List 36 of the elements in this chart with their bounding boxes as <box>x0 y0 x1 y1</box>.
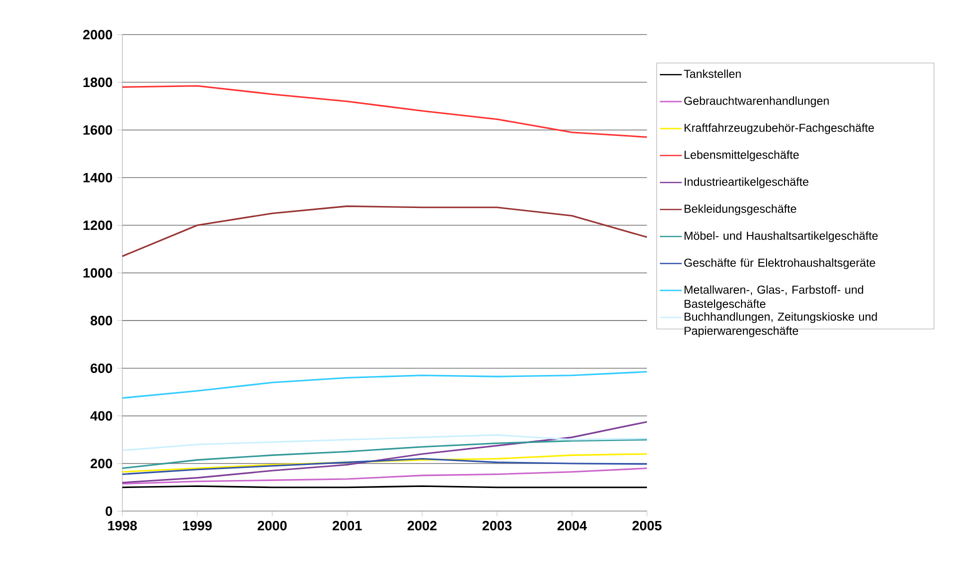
x-tick-label: 2001 <box>332 520 362 530</box>
legend-label: Industrieartikelgeschäfte <box>684 177 808 188</box>
line-series <box>122 453 648 473</box>
x-tick-label: 2003 <box>482 520 512 530</box>
x-tick-label: 2004 <box>557 520 587 530</box>
y-tick-label: 1400 <box>84 172 112 182</box>
x-tick-label: 2000 <box>258 520 287 530</box>
y-tick-label: 1200 <box>84 220 112 230</box>
legend-label: Geschäfte für Elektrohaushaltsgeräte <box>684 258 876 270</box>
y-tick-label: 1800 <box>84 77 112 88</box>
legend-label: Buchhandlungen, Zeitungskioske und Papierwarengeschäfte <box>684 312 877 338</box>
x-tick-label: 1999 <box>183 520 212 530</box>
x-tick-label: 2002 <box>408 520 437 530</box>
y-tick-label: 200 <box>90 458 112 468</box>
legend-label: Lebensmittelgeschäfte <box>684 150 799 162</box>
x-tick-label: 2005 <box>632 520 662 530</box>
y-tick-label: 1600 <box>84 125 112 135</box>
x-tick-label: 1998 <box>108 520 137 530</box>
y-tick-label: 1000 <box>84 268 112 278</box>
legend-label: Metallwaren-, Glas-, Farbstoff- und Bastelgeschäfte <box>684 285 864 310</box>
legend-label: Gebrauchtwarenhandlungen <box>684 96 829 108</box>
y-tick-label: 0 <box>106 506 112 516</box>
line-series <box>122 467 648 484</box>
legend-label: Bekleidungsgeschäfte <box>684 204 796 216</box>
line-series <box>122 370 648 399</box>
y-tick-label: 800 <box>90 316 112 326</box>
y-tick-label: 600 <box>90 363 112 373</box>
y-tick-label: 400 <box>90 411 112 421</box>
legend-label: Kraftfahrzeugzubehör-Fachgeschäfte <box>684 123 874 134</box>
line-series <box>122 205 648 257</box>
legend-label: Möbel- und Haushaltsartikelgeschäfte <box>684 231 878 242</box>
line-series <box>122 438 648 469</box>
y-tick-label: 2000 <box>83 30 112 40</box>
legend-label: Tankstellen <box>684 69 741 78</box>
line-series <box>122 85 648 138</box>
line-series <box>122 434 648 452</box>
